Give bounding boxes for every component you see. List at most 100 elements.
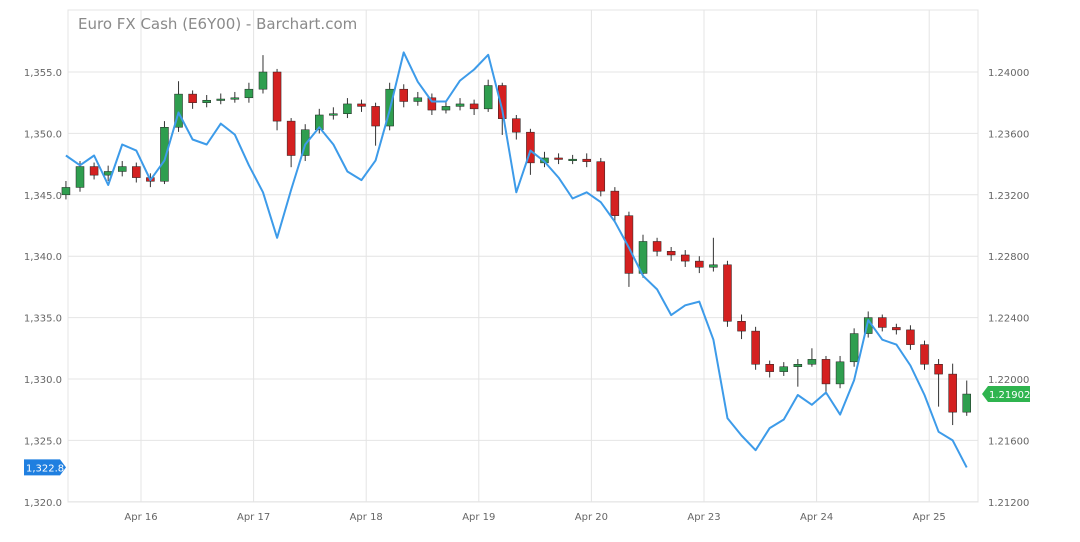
x-axis-tick-label: Apr 24	[800, 512, 833, 523]
candle	[807, 348, 817, 367]
candle-body	[89, 166, 99, 176]
candle	[483, 79, 493, 112]
candle-body	[723, 264, 732, 322]
candle	[709, 237, 718, 272]
candle	[244, 82, 254, 103]
right-axis-tick-label: 1.21600	[988, 436, 1029, 447]
candle-body	[329, 113, 338, 116]
left-axis-tick-label: 1,345.0	[24, 191, 62, 202]
last-price-tag-right-label: 1.21902	[989, 390, 1030, 401]
candle	[652, 237, 662, 257]
last-price-tag-right	[982, 386, 1030, 403]
candle	[188, 90, 197, 109]
candle-body	[878, 317, 887, 328]
candle	[413, 91, 423, 106]
candle-body	[75, 166, 85, 188]
candle	[61, 180, 71, 200]
candle	[962, 380, 971, 416]
candle-body	[934, 364, 943, 375]
candle	[723, 260, 732, 327]
candle	[835, 355, 845, 389]
candle-body	[441, 106, 451, 111]
candle	[680, 250, 690, 267]
candle	[695, 256, 704, 274]
candle	[455, 98, 465, 111]
candle-body	[680, 254, 690, 262]
candle	[892, 323, 901, 335]
x-axis-tick-label: Apr 16	[124, 512, 157, 523]
candle-body	[357, 103, 366, 107]
left-axis-tick-label: 1,340.0	[24, 252, 62, 263]
candle-body	[399, 88, 408, 102]
candle-body	[469, 103, 479, 110]
x-axis-tick-label: Apr 20	[575, 512, 608, 523]
candle-body	[779, 366, 789, 372]
candle	[329, 107, 338, 120]
candle-body	[751, 330, 760, 365]
candle-body	[427, 97, 437, 111]
candle	[117, 161, 127, 177]
right-axis-tick-label: 1.23600	[988, 129, 1029, 140]
candle-body	[906, 329, 915, 345]
candle	[821, 355, 831, 395]
left-axis-tick-label: 1,335.0	[24, 314, 62, 325]
chart-title: Euro FX Cash (E6Y00) - Barchart.com	[78, 15, 358, 33]
candle-body	[568, 158, 577, 161]
candle	[779, 362, 789, 376]
candle	[568, 154, 577, 165]
candle-body	[244, 88, 254, 99]
x-axis-tick-label: Apr 23	[687, 512, 720, 523]
candle	[441, 101, 451, 114]
candle	[793, 359, 803, 387]
right-axis-tick-label: 1.21200	[988, 498, 1029, 509]
candle	[202, 95, 211, 108]
candle-body	[498, 85, 507, 119]
candle	[286, 118, 296, 168]
right-axis-tick-label: 1.22800	[988, 252, 1029, 263]
candle-body	[483, 85, 493, 110]
candle	[230, 91, 240, 103]
candle	[666, 246, 676, 261]
last-value-tag-left	[24, 459, 66, 476]
left-axis-tick-label: 1,320.0	[24, 498, 62, 509]
candle-body	[638, 241, 648, 274]
x-axis-tick-label: Apr 18	[350, 512, 383, 523]
candle-body	[807, 359, 817, 365]
candle	[357, 99, 366, 112]
candle	[582, 153, 591, 168]
candles-series	[61, 55, 971, 426]
candle	[315, 108, 324, 134]
candle	[216, 93, 226, 105]
candle-body	[286, 120, 296, 156]
candle-body	[892, 327, 901, 331]
candle	[948, 363, 957, 426]
candle-body	[230, 97, 240, 100]
candle-body	[582, 158, 591, 162]
candle-body	[765, 364, 774, 372]
candle-body	[174, 93, 183, 128]
x-axis-tick-label: Apr 17	[237, 512, 270, 523]
candle-body	[666, 251, 676, 256]
candle-body	[920, 344, 929, 365]
candle	[906, 325, 915, 350]
candle	[174, 81, 183, 132]
right-axis-tick-label: 1.22400	[988, 314, 1029, 325]
candle	[371, 102, 380, 146]
candle	[596, 157, 606, 197]
candle-body	[512, 118, 521, 133]
candle	[258, 55, 268, 94]
candle-body	[216, 98, 226, 101]
candle-body	[610, 190, 620, 216]
candle	[343, 98, 352, 119]
candle-body	[202, 99, 211, 103]
candle	[610, 187, 620, 223]
left-axis-tick-label: 1,355.0	[24, 68, 62, 79]
candle-body	[948, 373, 957, 413]
candle	[89, 162, 99, 180]
candle-body	[315, 114, 324, 130]
comparison-line-series	[65, 51, 968, 468]
candle	[751, 326, 760, 370]
last-value-tag-left-label: 1,322.8	[26, 463, 64, 474]
